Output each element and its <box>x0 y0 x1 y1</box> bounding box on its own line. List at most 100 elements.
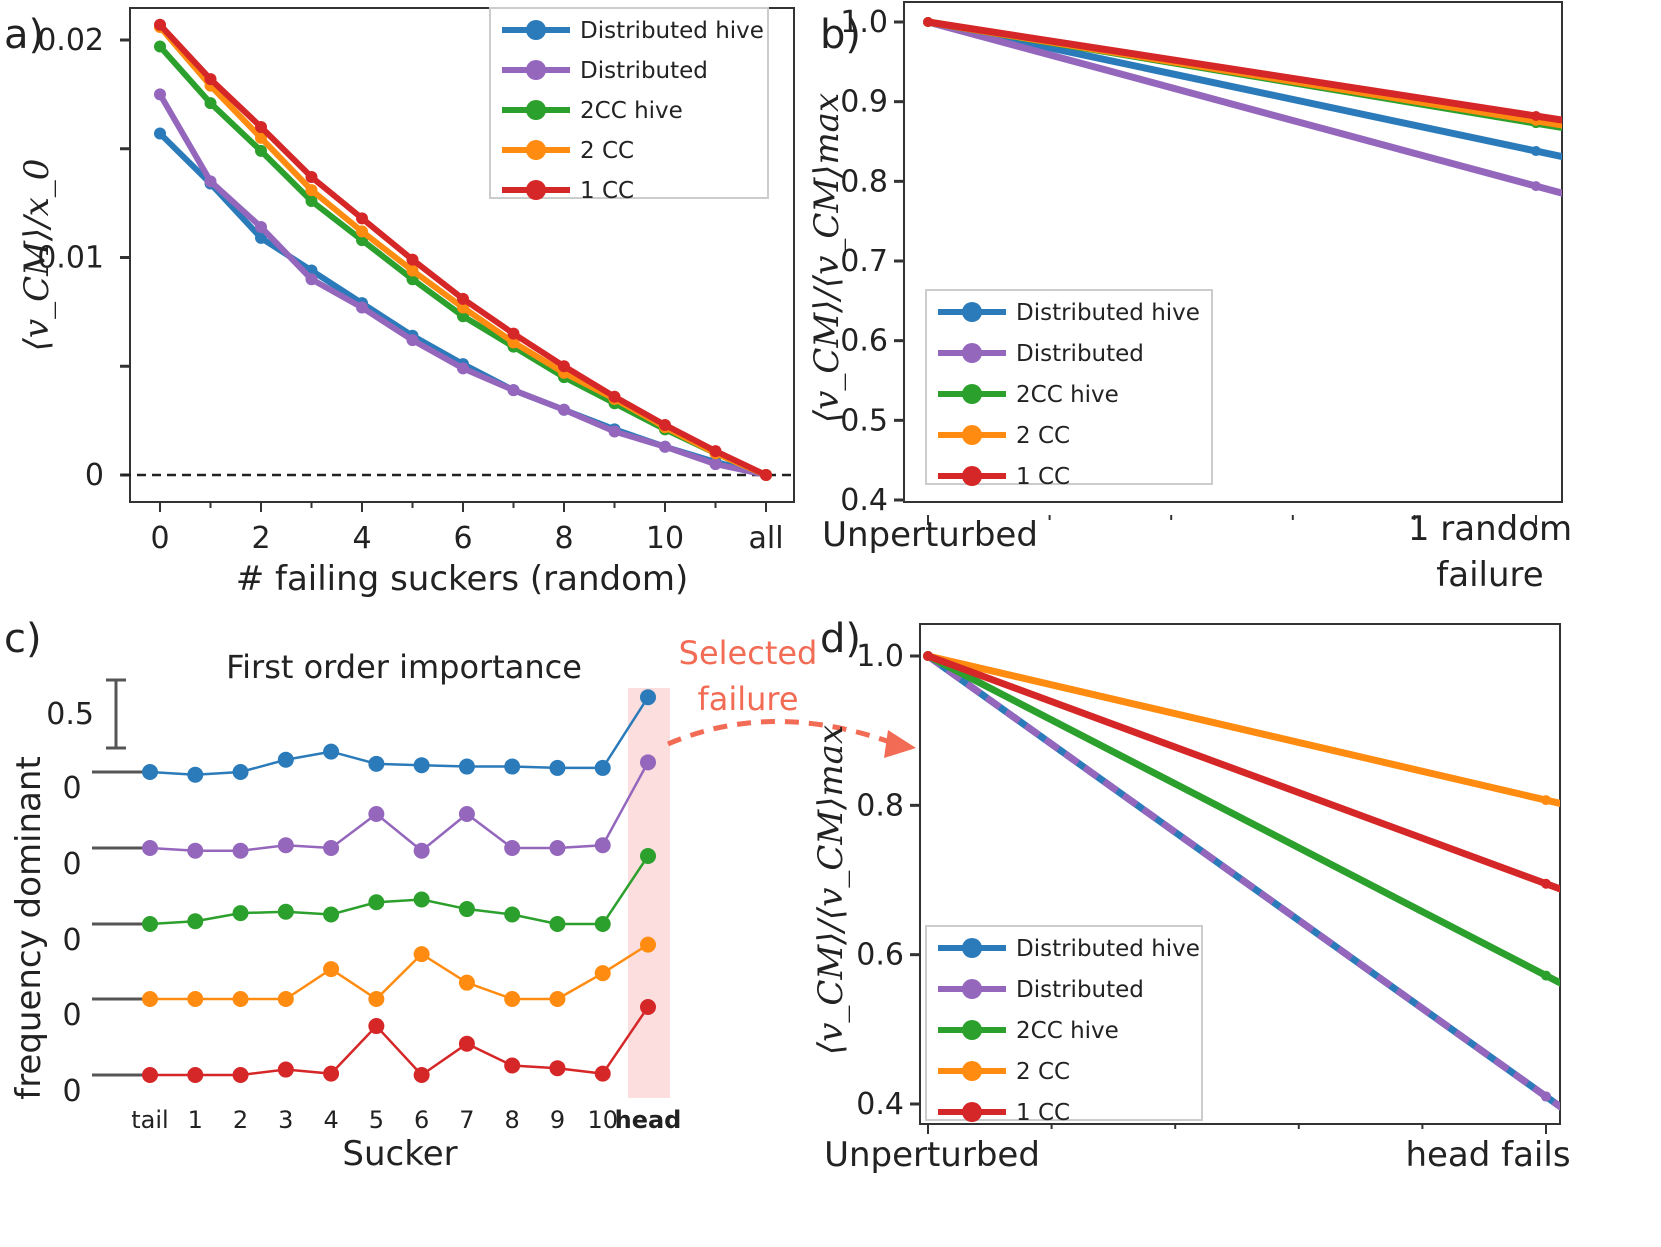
panel-a-point-distributed <box>406 334 419 347</box>
panel-c-point-2cc-hive <box>504 906 521 923</box>
panel-c-point-distributed-hive <box>142 764 158 780</box>
panel-b-ytick-label: 0.9 <box>840 85 888 120</box>
panel-a-point-distributed-hive <box>255 231 267 244</box>
annotation-line1: Selected <box>679 634 818 672</box>
panel-c-xtick-label: 6 <box>414 1106 429 1134</box>
panel-c-point-2-cc <box>549 991 566 1007</box>
panel-a-point-2-cc <box>356 225 368 238</box>
panel-c-point-distributed <box>413 842 430 859</box>
panel-c-offset-label: 0 <box>62 1074 81 1109</box>
panel-a-point-2-cc <box>305 184 318 197</box>
panel-c-point-1-cc <box>504 1057 521 1074</box>
panel-b-legend-label: 1 CC <box>1016 464 1070 490</box>
panel-c-series-2-cc <box>150 943 649 1001</box>
annotation-line2: failure <box>697 680 798 718</box>
panel-b-point-1-cc <box>1531 111 1541 122</box>
panel-label-d: d) <box>820 616 861 662</box>
panel-a-point-2cc-hive <box>305 194 318 207</box>
panel-a-point-distributed <box>305 273 318 286</box>
panel-c-point-2-cc <box>323 961 340 978</box>
panel-c-xtick-label: 5 <box>369 1106 384 1134</box>
panel-c-xtick-label: 2 <box>233 1106 248 1134</box>
scale-bar-label: 0.5 <box>46 697 94 732</box>
panel-a-ytick-label: 0.02 <box>37 23 104 58</box>
panel-a-legend: Distributed hive Distributed 2CC hive 2 CC 1… <box>489 7 769 204</box>
panel-c-xtick-label: 3 <box>278 1106 293 1134</box>
panel-a-legend-label: 2 CC <box>580 138 634 164</box>
panel-b-ytick-label: 1.0 <box>840 5 888 40</box>
panel-a-legend-marker <box>526 20 546 40</box>
panel-c-point-2cc-hive <box>142 916 158 932</box>
panel-label-a: a) <box>4 12 44 58</box>
panel-c-point-distributed-hive <box>504 758 521 775</box>
panel-c-series-1-cc <box>150 1006 650 1077</box>
panel-c-point-2-cc <box>640 936 656 953</box>
panel-c-point-distributed-hive <box>640 689 656 706</box>
panel-c-series-distributed <box>149 761 650 853</box>
panel-b-point-distributed-hive <box>1531 146 1541 157</box>
head-highlight <box>628 688 670 1098</box>
panel-d-ytick-label: 1.0 <box>856 639 904 674</box>
panel-d-legend-marker <box>962 1061 982 1081</box>
panel-b-legend-marker <box>962 343 982 363</box>
panel-c-point-distributed-hive <box>458 758 475 775</box>
panel-c-point-1-cc <box>640 999 656 1015</box>
panel-b-series-distributed-hive <box>927 18 1562 161</box>
panel-d-legend-marker <box>962 1020 982 1040</box>
panel-d-legend-marker <box>962 979 982 999</box>
panel-a-point-1-cc <box>305 171 318 184</box>
panel-c-offset-label: 0 <box>62 847 81 882</box>
panel-b-xtick-random-failure: 1 random failure <box>1408 509 1572 595</box>
panel-a-point-1-cc <box>507 327 520 340</box>
panel-c-point-2cc-hive <box>549 916 566 932</box>
panel-b-ytick-label: 0.7 <box>840 244 888 279</box>
panel-b-legend-label: 2CC hive <box>1016 382 1119 408</box>
panel-label-c: c) <box>4 616 42 662</box>
panel-c-xtick-label: 7 <box>459 1106 474 1134</box>
panel-c-point-2-cc <box>594 965 611 982</box>
panel-b-legend-marker <box>962 425 982 445</box>
panel-c-point-distributed <box>504 840 521 856</box>
panel-a-point-distributed <box>709 458 722 471</box>
annotation-arrow <box>667 719 891 747</box>
panel-b: 0.4 0.5 0.6 0.7 0.8 0.9 1.0 Unperturbed 1 rand… <box>807 1 1572 595</box>
panel-d-xtick-head-fails: head fails <box>1405 1135 1570 1175</box>
panel-d-ytick-label: 0.8 <box>856 788 904 823</box>
panel-c-point-distributed <box>232 842 249 859</box>
panel-a-legend-marker <box>526 140 546 160</box>
panel-a-point-2-cc <box>255 131 267 144</box>
panel-c-point-distributed <box>549 840 566 856</box>
panel-c-point-2-cc <box>368 991 385 1007</box>
panel-d-legend-marker <box>962 1102 982 1122</box>
panel-c-point-2-cc <box>277 991 294 1007</box>
panel-a-point-1-cc <box>709 445 722 458</box>
panel-c-title: First order importance <box>226 648 582 686</box>
panel-a-ytick-label: 0.01 <box>37 241 104 276</box>
panel-label-b: b) <box>820 12 861 58</box>
panel-a-legend-label: 1 CC <box>580 178 634 204</box>
panel-d-legend-label: 2 CC <box>1016 1059 1070 1085</box>
panel-a-point-distributed <box>154 88 166 101</box>
panel-b-series-distributed <box>927 18 1562 197</box>
panel-a-point-2cc-hive <box>255 144 267 157</box>
panel-c-point-2cc-hive <box>458 901 475 918</box>
panel-a-xtick-label: 10 <box>646 521 684 556</box>
panel-a-point-distributed <box>204 175 217 188</box>
panel-c-ylabel: frequency dominant <box>9 756 49 1100</box>
panel-a-legend-marker <box>526 100 546 120</box>
panel-a-point-1-cc <box>457 292 469 305</box>
panel-d-series-1-cc <box>926 652 1560 893</box>
panel-a-ylabel: ⟨v_CM⟩/x_0 <box>17 159 57 352</box>
panel-b-point-1-cc <box>923 17 933 27</box>
panel-c-point-distributed <box>142 840 158 856</box>
panel-c-xtick-label: 9 <box>550 1106 565 1134</box>
panel-a-xlabel: # failing suckers (random) <box>236 559 689 599</box>
panel-c-point-2-cc <box>142 991 158 1007</box>
panel-a-legend-marker <box>526 60 546 80</box>
panel-d: 0.4 0.6 0.8 1.0 Unperturbed head fails ⟨v_C… <box>811 623 1571 1175</box>
panel-b-series-1-cc <box>927 18 1562 124</box>
panel-d-point-1-cc <box>923 651 933 661</box>
panel-c-point-distributed-hive <box>594 759 611 776</box>
panel-a-point-distributed <box>507 384 520 397</box>
